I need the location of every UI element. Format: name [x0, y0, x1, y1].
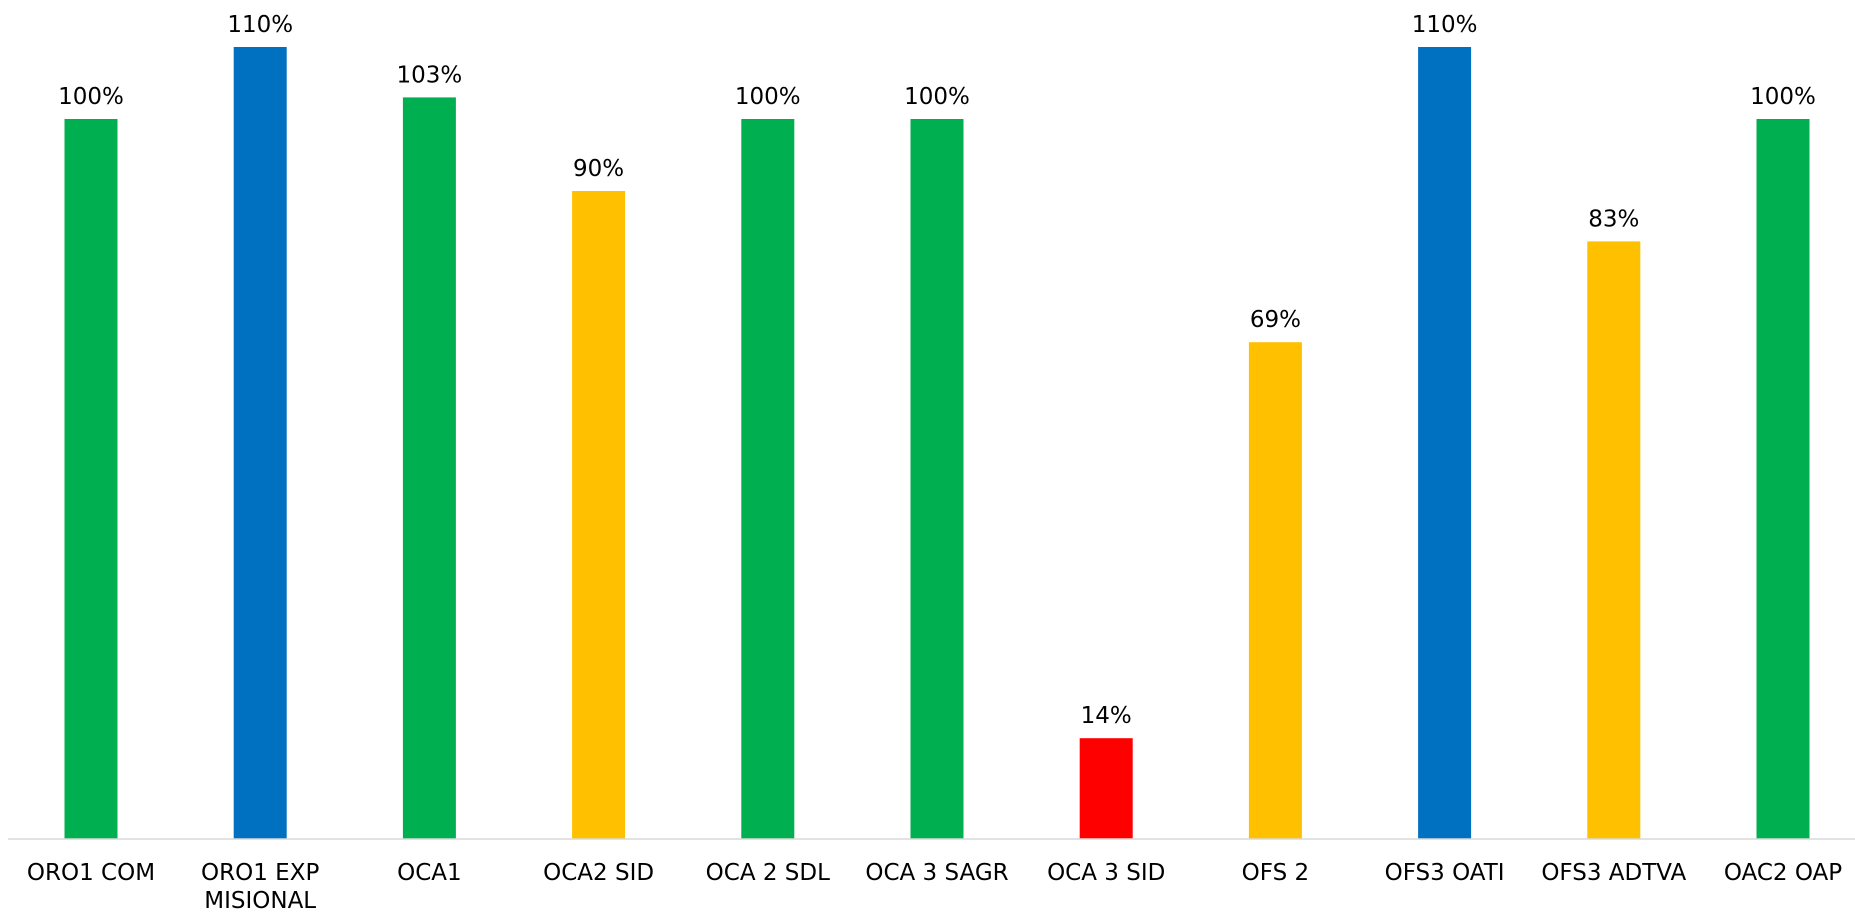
category-label-line: OCA1: [397, 860, 462, 886]
bar-6: [1079, 738, 1133, 839]
category-label-2: OCA1: [397, 860, 462, 886]
bars-group: [64, 47, 1810, 839]
category-labels-group: ORO1 COM ORO1 EXP MISIONAL OCA1 OCA2 SID OCA …: [27, 860, 1842, 912]
category-label-line: OCA 2 SDL: [706, 860, 830, 886]
category-label-line: OCA2 SID: [543, 860, 654, 886]
category-label-line: OFS3 ADTVA: [1541, 860, 1686, 886]
bar-0: [64, 119, 118, 839]
value-labels-group: 100% 110% 103% 90% 100% 100% 14% 69% 110% 83% 100%: [58, 12, 1816, 729]
bar-3: [572, 191, 626, 839]
category-label-4: OCA 2 SDL: [706, 860, 830, 886]
category-label-7: OFS 2: [1242, 860, 1309, 886]
category-label-1: ORO1 EXP MISIONAL: [201, 860, 319, 912]
bar-8: [1418, 47, 1472, 839]
bar-1: [233, 47, 287, 839]
value-label-5: 100%: [904, 84, 970, 110]
category-label-line: OFS3 OATI: [1385, 860, 1505, 886]
category-label-line: OCA 3 SID: [1047, 860, 1165, 886]
category-label-line: ORO1 EXP: [201, 860, 319, 886]
value-label-8: 110%: [1412, 12, 1478, 38]
bar-10: [1756, 119, 1810, 839]
category-label-3: OCA2 SID: [543, 860, 654, 886]
category-label-line: OCA 3 SAGR: [865, 860, 1008, 886]
value-label-4: 100%: [735, 84, 801, 110]
category-label-line: OAC2 OAP: [1724, 860, 1842, 886]
value-label-3: 90%: [573, 156, 624, 182]
bar-2: [402, 97, 456, 839]
category-label-9: OFS3 ADTVA: [1541, 860, 1686, 886]
category-label-5: OCA 3 SAGR: [865, 860, 1008, 886]
value-label-0: 100%: [58, 84, 124, 110]
value-label-6: 14%: [1081, 703, 1132, 729]
value-label-2: 103%: [397, 62, 463, 88]
category-label-line: MISIONAL: [204, 888, 316, 912]
value-label-1: 110%: [227, 12, 293, 38]
bar-7: [1248, 342, 1302, 839]
category-label-10: OAC2 OAP: [1724, 860, 1842, 886]
category-label-line: ORO1 COM: [27, 860, 155, 886]
value-label-10: 100%: [1750, 84, 1816, 110]
value-label-7: 69%: [1250, 307, 1301, 333]
category-label-6: OCA 3 SID: [1047, 860, 1165, 886]
category-label-0: ORO1 COM: [27, 860, 155, 886]
value-label-9: 83%: [1588, 206, 1639, 232]
category-label-8: OFS3 OATI: [1385, 860, 1505, 886]
category-label-line: OFS 2: [1242, 860, 1309, 886]
bar-5: [910, 119, 964, 839]
bar-9: [1587, 241, 1641, 839]
bar-4: [741, 119, 795, 839]
